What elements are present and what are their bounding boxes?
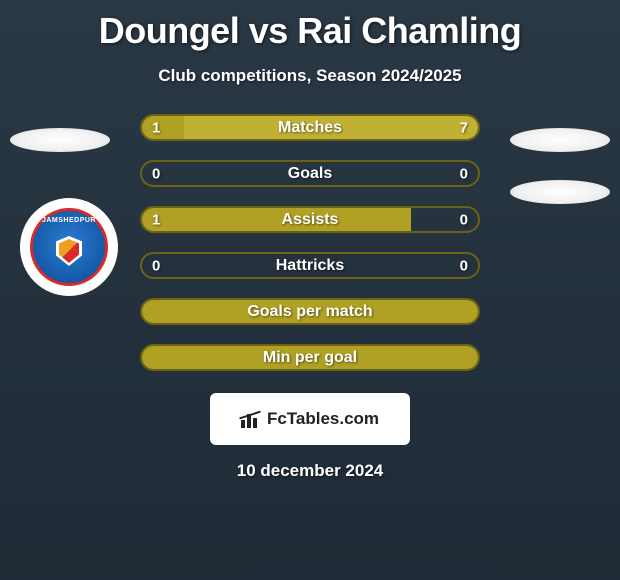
stat-value-left: 0	[152, 257, 160, 274]
stat-bar: 1 7 Matches	[140, 114, 480, 141]
comparison-content: JAMSHEDPUR 1 7 Matches 0 0 Goals 1 0 Assists 0 0 Ha…	[0, 114, 620, 481]
stat-bar: 0 0 Hattricks	[140, 252, 480, 279]
club-badge-inner: JAMSHEDPUR	[30, 208, 108, 286]
stat-label: Hattricks	[276, 257, 344, 275]
stat-label: Goals	[288, 165, 332, 183]
stat-value-left: 1	[152, 211, 160, 228]
stat-label: Matches	[278, 119, 342, 137]
stat-value-right: 0	[460, 257, 468, 274]
brand-text: FcTables.com	[267, 409, 379, 429]
club-badge-text: JAMSHEDPUR	[33, 217, 105, 224]
stat-bars: 1 7 Matches 0 0 Goals 1 0 Assists 0 0 Hattricks Goal…	[140, 114, 480, 371]
stat-bar: 0 0 Goals	[140, 160, 480, 187]
stat-label: Assists	[282, 211, 339, 229]
page-title: Doungel vs Rai Chamling	[0, 0, 620, 52]
footer-date: 10 december 2024	[0, 461, 620, 481]
stat-label: Goals per match	[247, 303, 372, 321]
stat-label: Min per goal	[263, 349, 357, 367]
stat-bar-fill-left	[142, 208, 411, 231]
stat-value-left: 0	[152, 165, 160, 182]
stat-value-left: 1	[152, 119, 160, 136]
stat-value-right: 0	[460, 211, 468, 228]
stat-bar: 1 0 Assists	[140, 206, 480, 233]
subtitle: Club competitions, Season 2024/2025	[0, 66, 620, 86]
stat-value-right: 7	[460, 119, 468, 136]
player-right-club-placeholder	[510, 180, 610, 204]
club-badge-shield-icon	[56, 236, 82, 266]
player-left-club-badge: JAMSHEDPUR	[20, 198, 118, 296]
stat-bar: Min per goal	[140, 344, 480, 371]
brand-chart-icon	[241, 410, 261, 428]
stat-bar-fill-left	[142, 116, 184, 139]
player-right-photo-placeholder	[510, 128, 610, 152]
stat-bar: Goals per match	[140, 298, 480, 325]
brand-chip: FcTables.com	[210, 393, 410, 445]
player-left-photo-placeholder	[10, 128, 110, 152]
stat-value-right: 0	[460, 165, 468, 182]
